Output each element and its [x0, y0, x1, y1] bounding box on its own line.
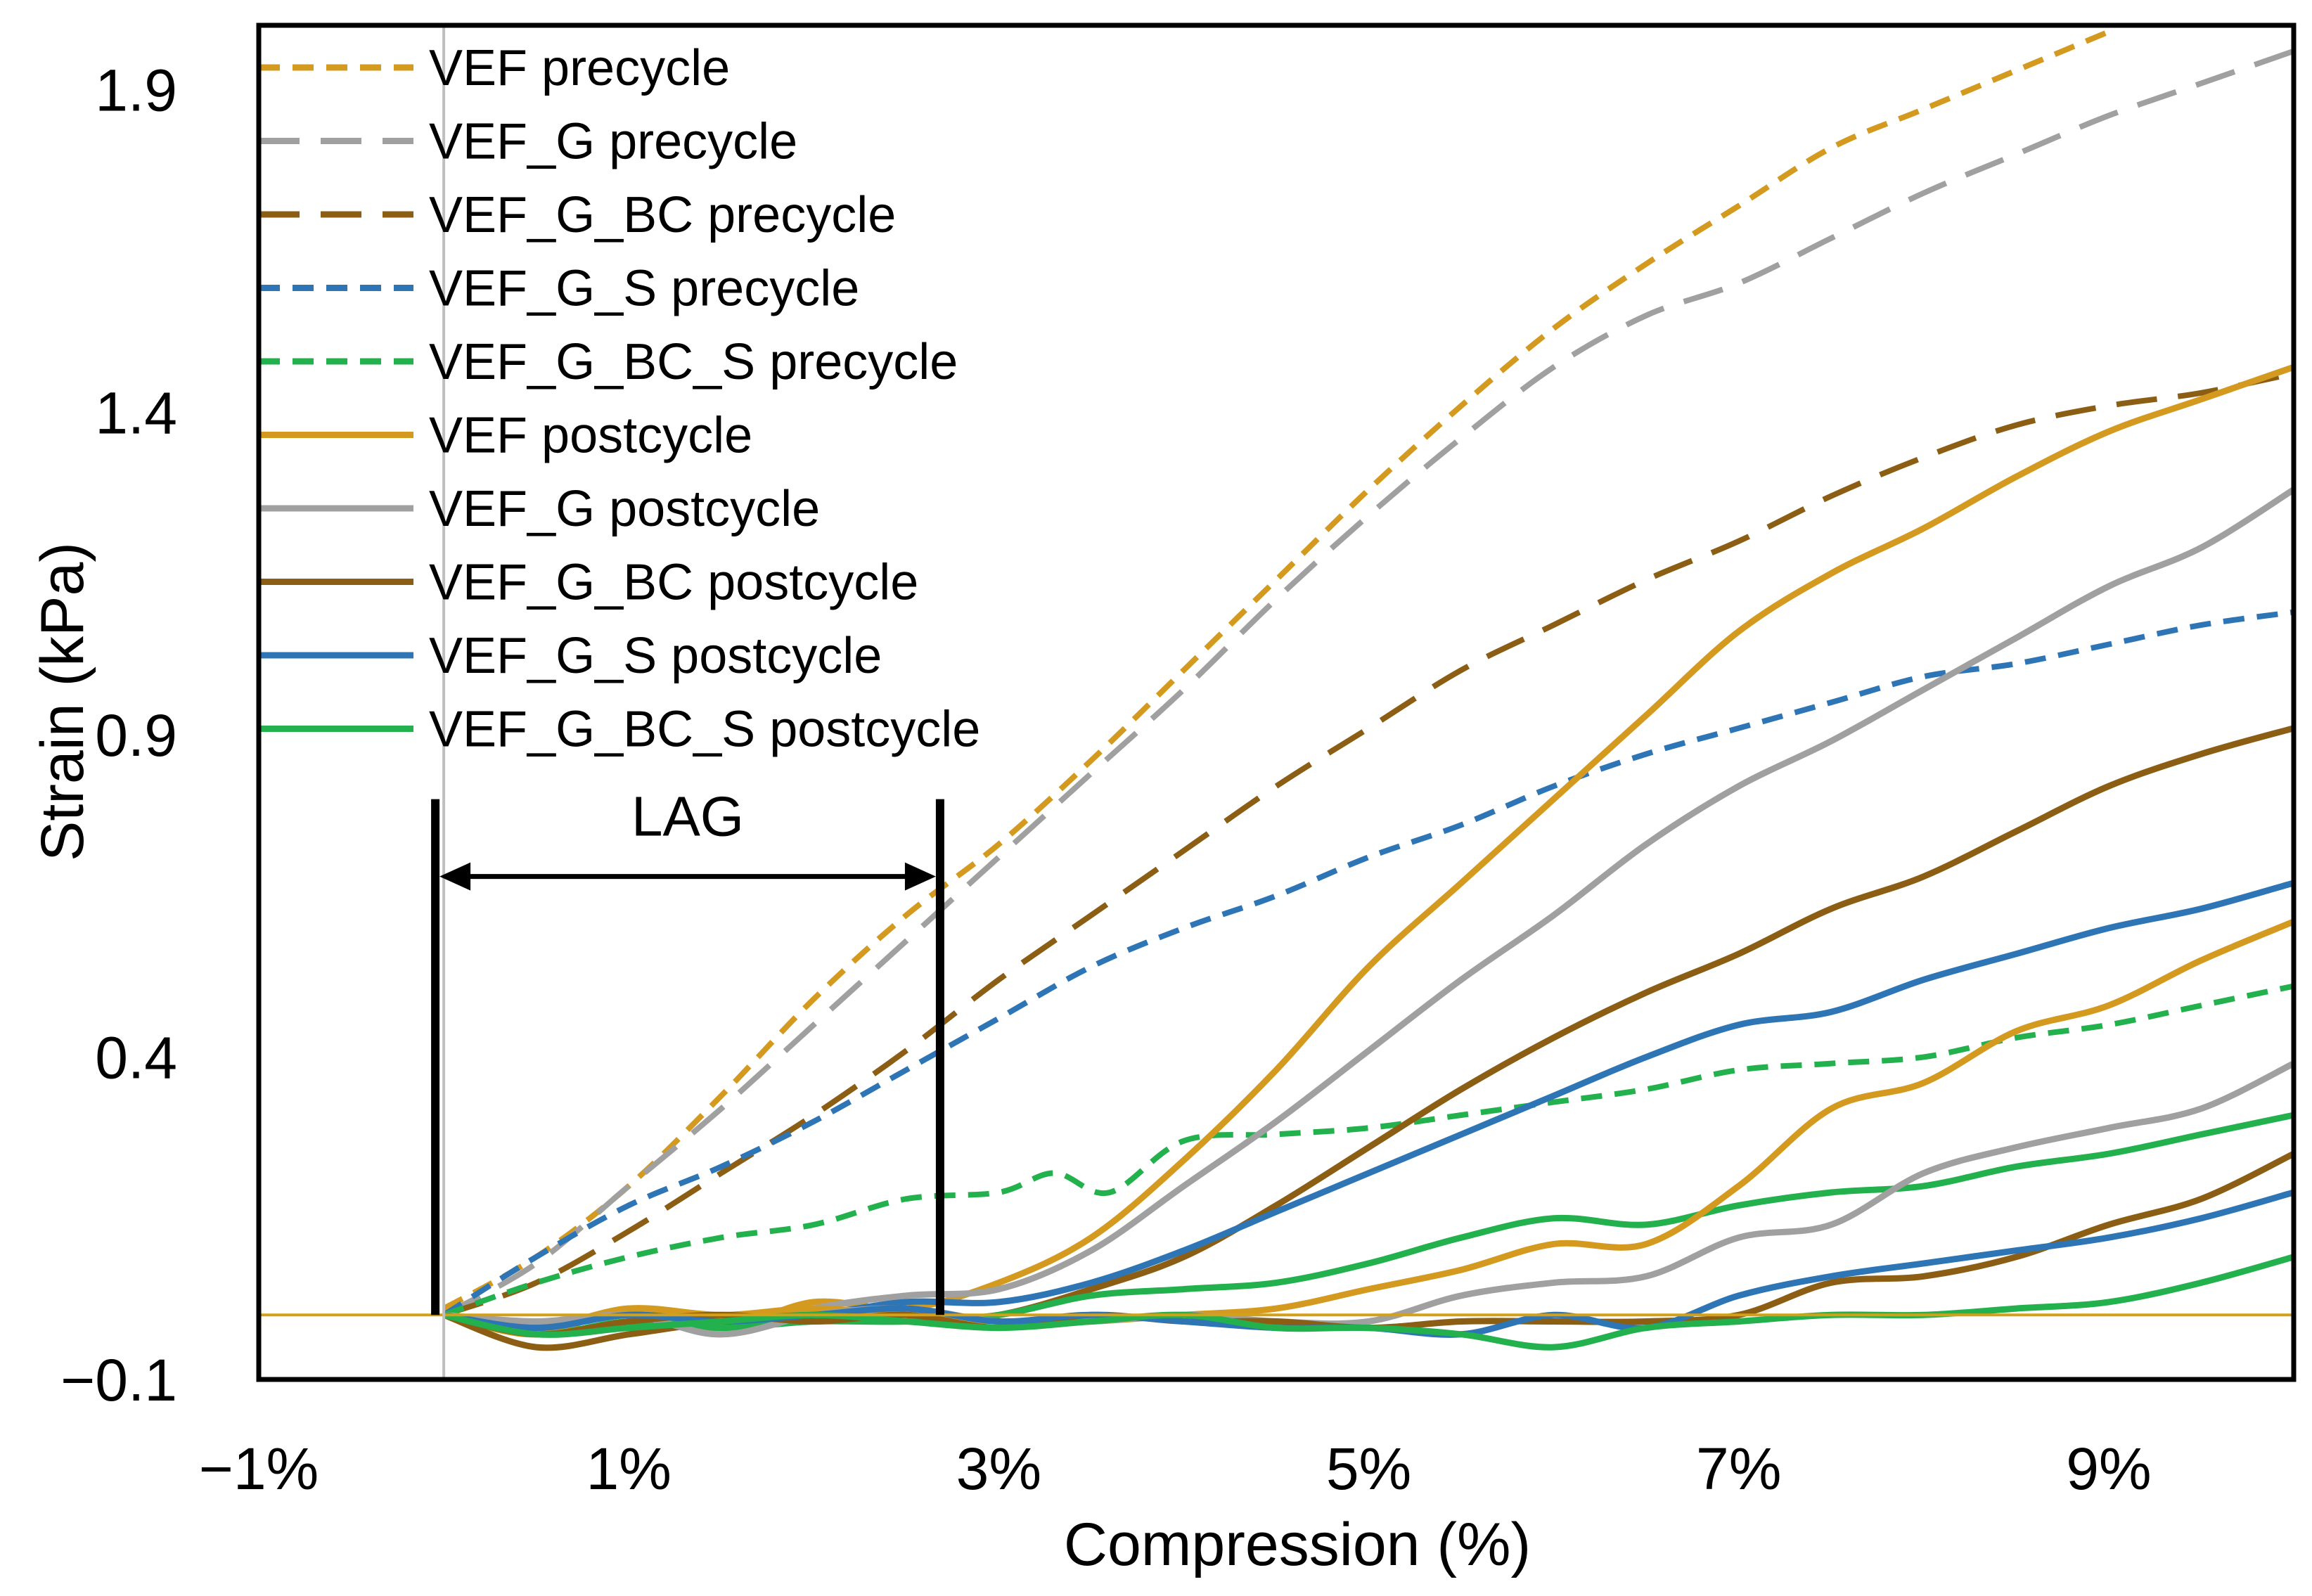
legend-label-vef-g-s-postcycle: VEF_G_S postcycle [429, 628, 882, 684]
legend-label-vef-g-bc-s-precycle: VEF_G_BC_S precycle [429, 334, 958, 390]
x-tick-label: 3% [956, 1436, 1041, 1502]
y-tick-label: 1.4 [95, 380, 177, 446]
lag-annotation: LAG [431, 785, 944, 1315]
legend-label-vef-postcycle: VEF postcycle [429, 408, 752, 464]
x-tick-label: 1% [586, 1436, 671, 1502]
x-tick-label: −1% [199, 1436, 319, 1502]
x-tick-label: 9% [2066, 1436, 2151, 1502]
lag-arrow-left-head [439, 862, 471, 891]
legend-label-vef-g-bc-precycle: VEF_G_BC precycle [429, 187, 896, 243]
legend-label-vef-g-precycle: VEF_G precycle [429, 114, 797, 170]
legend-label-vef-precycle: VEF precycle [429, 40, 730, 96]
series-line-vef-g-precycle [442, 48, 2294, 1318]
series-line-postcycle-repeat-5 [443, 1254, 2294, 1351]
series-line-postcycle-repeat-2 [443, 1060, 2294, 1338]
x-tick-label: 5% [1326, 1436, 1411, 1502]
series-line-postcycle-repeat-1 [443, 918, 2294, 1332]
legend: VEF precycle VEF_G precycle VEF_G_BC precy… [259, 40, 980, 758]
legend-label-vef-g-bc-s-postcycle: VEF_G_BC_S postcycle [429, 702, 980, 758]
x-axis-ticks: −1% 1% 3% 5% 7% 9% [199, 1436, 2152, 1502]
x-tick-label: 7% [1696, 1436, 1781, 1502]
reference-lines [259, 25, 2294, 1379]
y-tick-label: 1.9 [95, 58, 177, 124]
lag-arrow-right-head [904, 862, 936, 891]
series-layer [442, 29, 2294, 1351]
y-tick-label: 0.9 [95, 702, 177, 768]
series-line-vef-g-bc-s-postcycle [443, 1112, 2294, 1338]
y-tick-label: 0.4 [95, 1024, 177, 1090]
plot-frame [256, 22, 2297, 1382]
legend-label-vef-g-bc-postcycle: VEF_G_BC postcycle [429, 555, 918, 611]
series-line-vef-g-s-precycle [442, 609, 2294, 1318]
lag-label: LAG [631, 785, 744, 848]
legend-label-vef-g-postcycle: VEF_G postcycle [429, 481, 820, 537]
y-axis-ticks: −0.1 0.4 0.9 1.4 1.9 [60, 58, 177, 1413]
series-line-vef-precycle [442, 29, 2110, 1311]
y-axis-label: Strain (kPa) [29, 542, 96, 861]
y-tick-label: −0.1 [60, 1347, 177, 1413]
x-axis-label: Compression (%) [1064, 1511, 1531, 1578]
legend-label-vef-g-s-precycle: VEF_G_S precycle [429, 261, 859, 317]
